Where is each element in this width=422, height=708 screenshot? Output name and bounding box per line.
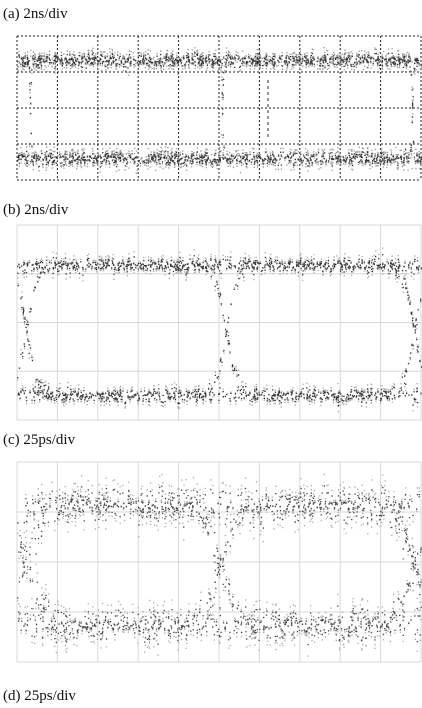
caption: (b) 2ns/div: [3, 202, 69, 218]
caption: (a) 2ns/div: [3, 6, 68, 22]
caption: (d) 25ps/div: [3, 688, 76, 704]
caption: (c) 25ps/div: [3, 432, 76, 448]
eye-diagrams: [17, 36, 422, 662]
figure: (a) 2ns/div (b) 2ns/div (c) 25ps/div (d)…: [0, 0, 422, 708]
